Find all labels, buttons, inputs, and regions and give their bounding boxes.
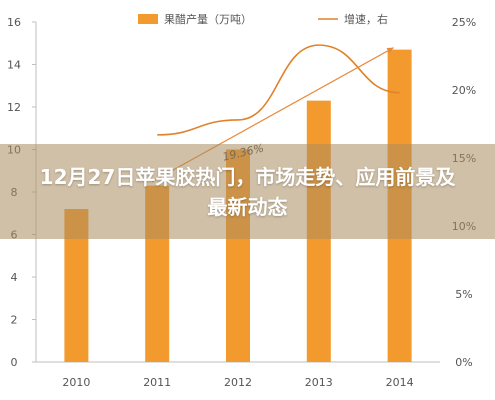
growth-rate-line	[157, 44, 400, 136]
x-tick-label: 2012	[224, 376, 252, 389]
legend-line-label: 增速，右	[344, 12, 388, 26]
legend-bar-label: 果醋产量（万吨）	[164, 12, 252, 26]
y-left-tick-label: 4	[11, 271, 18, 284]
headline-banner: 12月27日苹果胶热门，市场走势、应用前景及最新动态	[0, 144, 495, 239]
y-right-tick-label: 25%	[452, 16, 476, 29]
y-right-tick-label: 20%	[452, 84, 476, 97]
y-right-tick-label: 5%	[455, 288, 472, 301]
x-tick-label: 2014	[386, 376, 414, 389]
cagr-arrow-head	[386, 47, 394, 54]
y-right-tick-label: 0%	[455, 356, 472, 369]
legend-bar-swatch	[138, 14, 158, 24]
chart-legend: 果醋产量（万吨） 增速，右	[138, 12, 388, 26]
y-left-tick-label: 12	[7, 101, 21, 114]
x-tick-label: 2013	[305, 376, 333, 389]
y-left-tick-label: 0	[11, 356, 18, 369]
y-left-tick-label: 16	[7, 16, 21, 29]
y-left-tick-label: 2	[11, 314, 18, 327]
y-left-tick-label: 14	[7, 59, 21, 72]
headline-text: 12月27日苹果胶热门，市场走势、应用前景及最新动态	[39, 164, 456, 219]
x-tick-label: 2011	[143, 376, 171, 389]
x-tick-label: 2010	[62, 376, 90, 389]
